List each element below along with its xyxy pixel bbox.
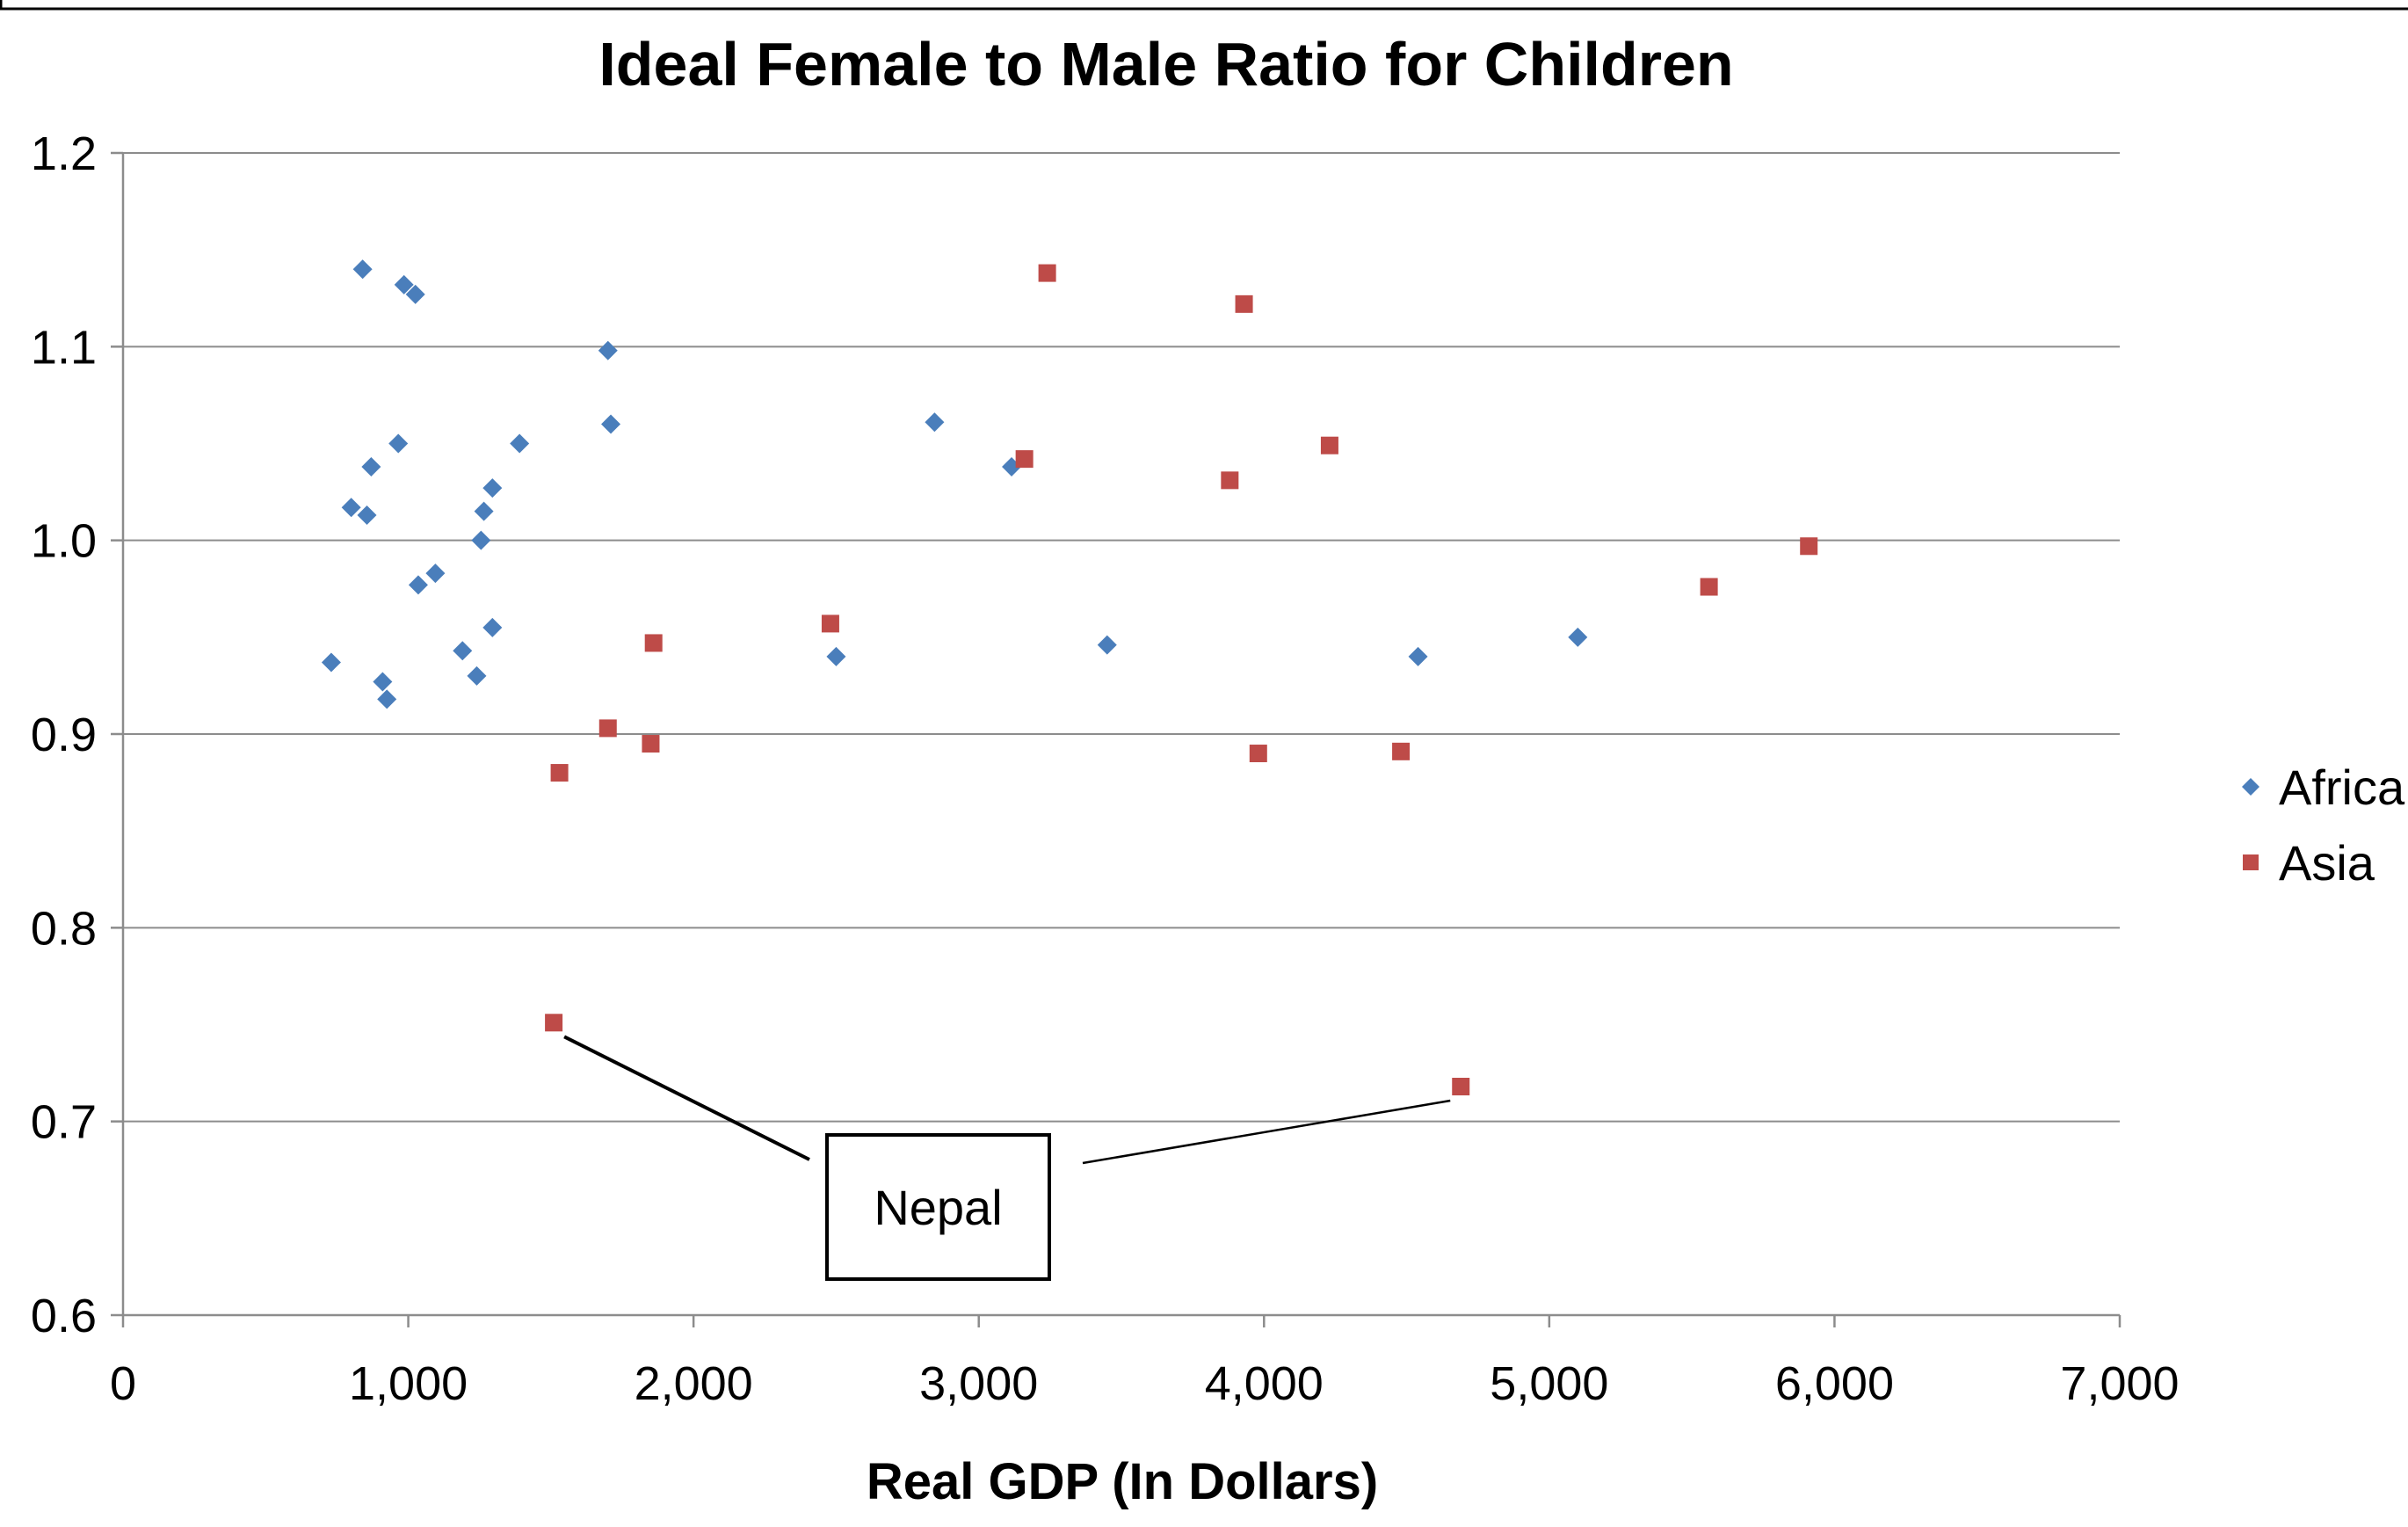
africa-point-5 (510, 433, 530, 454)
gridlines (123, 152, 2120, 1123)
data-points (321, 259, 1818, 1096)
africa-point-0 (352, 259, 373, 280)
asia-point-0 (1038, 264, 1056, 282)
y-tick-label-3: 0.9 (31, 709, 97, 761)
asia-point-4 (1221, 471, 1239, 490)
asia-point-11 (550, 764, 569, 782)
y-tick-label-1: 0.7 (31, 1096, 97, 1149)
annotations: Nepal (563, 1035, 1451, 1281)
legend-marker-asia (2243, 854, 2259, 870)
y-tick-label-2: 0.8 (31, 902, 97, 955)
africa-point-2 (405, 284, 425, 304)
x-tick-label-7: 7,000 (2060, 1357, 2179, 1410)
africa-point-6 (388, 433, 409, 454)
africa-point-8 (482, 478, 503, 498)
chart-border (0, 0, 2408, 11)
legend: Africa Asia (2242, 760, 2405, 891)
annotation-leader-line-0-1 (1082, 1099, 1451, 1165)
annotation-label-0: Nepal (874, 1180, 1002, 1235)
africa-point-24 (1097, 635, 1117, 655)
asia-point-7 (821, 614, 839, 633)
legend-label-africa: Africa (2279, 760, 2405, 815)
series-africa (321, 259, 1588, 709)
asia-point-15 (1452, 1078, 1470, 1096)
legend-marker-africa (2242, 778, 2259, 796)
x-axis-label: Real GDP (In Dollars) (867, 1453, 1378, 1510)
africa-point-20 (377, 689, 397, 709)
x-tick-label-1: 1,000 (349, 1357, 468, 1410)
legend-label-asia: Asia (2279, 835, 2375, 891)
asia-point-6 (1700, 578, 1718, 596)
africa-point-1 (394, 274, 414, 294)
series-asia (545, 264, 1818, 1096)
x-tick-label-2: 2,000 (635, 1357, 753, 1410)
asia-point-12 (1249, 745, 1267, 763)
asia-point-8 (644, 634, 663, 652)
africa-point-25 (1408, 646, 1428, 666)
y-tick-label-4: 1.0 (31, 515, 97, 568)
chart-title: Ideal Female to Male Ratio for Children (598, 30, 1733, 98)
asia-point-13 (1392, 742, 1411, 760)
x-tick-label-5: 5,000 (1490, 1357, 1608, 1410)
africa-point-10 (357, 505, 377, 526)
africa-point-13 (425, 564, 446, 584)
africa-point-17 (467, 665, 487, 686)
africa-point-19 (373, 672, 393, 692)
africa-point-21 (925, 412, 945, 433)
africa-point-11 (474, 501, 494, 521)
africa-point-3 (598, 340, 618, 360)
africa-point-26 (1568, 627, 1588, 647)
asia-point-1 (1235, 294, 1253, 313)
annotation-leader-line-0-0 (563, 1035, 810, 1161)
annotation-box-0 (825, 1133, 1051, 1281)
x-tick-label-4: 4,000 (1205, 1357, 1324, 1410)
africa-point-7 (361, 456, 381, 476)
axes: 0.6 0.7 0.8 0.9 1.0 1.1 1.2 0 1,000 2,000 3,000 4,0… (31, 127, 2180, 1410)
y-tick-label-5: 1.1 (31, 321, 97, 374)
africa-point-18 (321, 652, 341, 673)
africa-point-9 (341, 498, 361, 518)
asia-point-9 (598, 719, 617, 738)
africa-point-14 (408, 575, 428, 595)
africa-point-15 (482, 617, 503, 637)
africa-point-23 (826, 646, 846, 666)
africa-point-12 (471, 530, 491, 550)
asia-point-5 (1800, 537, 1818, 556)
y-tick-label-0: 0.6 (31, 1290, 97, 1342)
y-tick-label-6: 1.2 (31, 127, 97, 180)
asia-point-10 (642, 735, 660, 753)
x-tick-label-0: 0 (110, 1357, 136, 1410)
asia-point-2 (1015, 450, 1034, 469)
africa-point-16 (453, 641, 473, 661)
asia-point-14 (545, 1014, 563, 1032)
x-tick-label-3: 3,000 (919, 1357, 1038, 1410)
africa-point-4 (601, 414, 621, 434)
asia-point-3 (1320, 436, 1338, 454)
x-tick-label-6: 6,000 (1775, 1357, 1894, 1410)
